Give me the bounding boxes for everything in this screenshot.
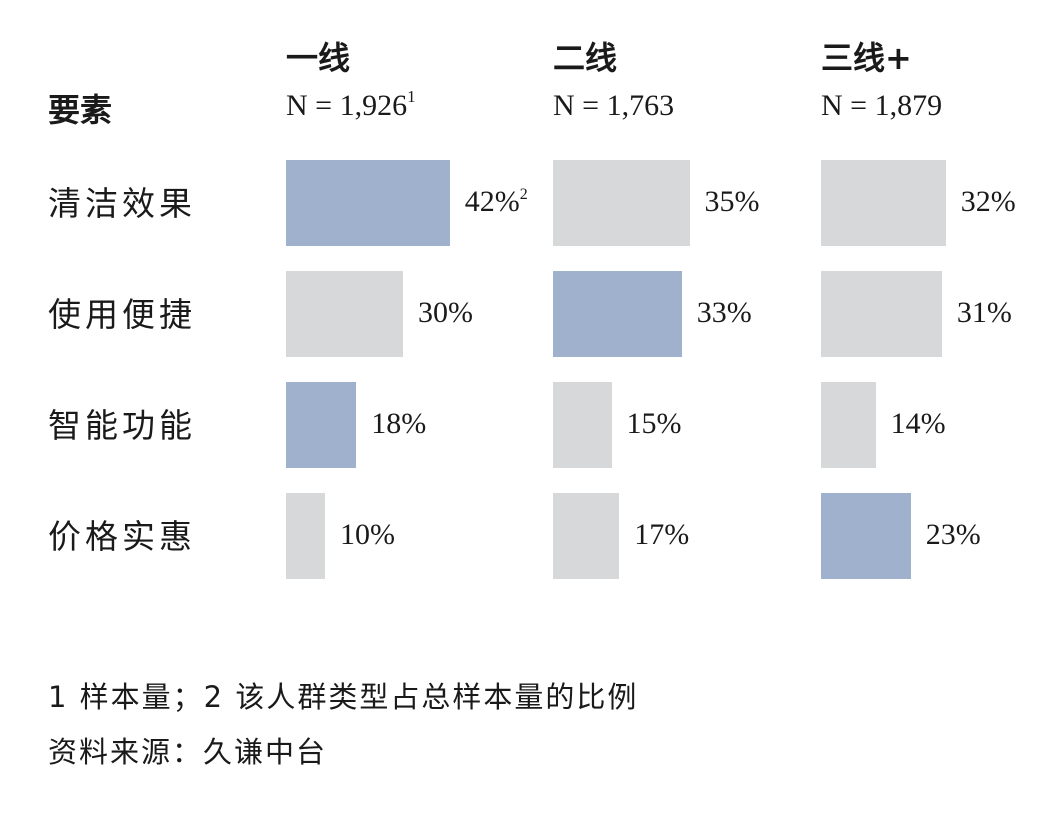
bar [553,271,682,357]
bar-value-label: 42%2 [464,185,528,218]
bar-value-label: 23% [925,518,981,551]
sample-size-label: N = 1,763 [553,89,675,122]
bar-value-label: 18% [371,407,427,440]
bar-value-label: 30% [418,296,473,329]
bar [286,271,403,357]
row-label: 使用便捷 [48,295,196,334]
bar [286,493,325,579]
footnote: 1 样本量；2 该人群类型占总样本量的比例 [48,680,639,714]
bar-value-label: 32% [960,185,1016,218]
bar [553,493,620,579]
bar-value-label: 14% [890,407,946,440]
bar [286,160,450,246]
footnote-marker: 2 [519,186,528,203]
bar [286,382,357,468]
bar [821,271,942,357]
bar-value-label: 10% [340,518,395,551]
row-header: 要素 [48,91,113,129]
row-label: 价格实惠 [48,517,196,556]
bar [821,382,876,468]
sample-size-label: N = 1,879 [821,89,943,122]
bar-value-label: 17% [634,518,690,551]
column-title: 二线 [553,39,618,77]
bar [553,382,612,468]
row-label: 智能功能 [48,406,196,445]
column-title: 三线+ [821,39,912,77]
bar-value-label: 33% [696,296,752,329]
source-note: 资料来源：久谦中台 [48,735,328,769]
column-title: 一线 [286,39,351,77]
bar [553,160,690,246]
bar-value-label: 31% [956,296,1012,329]
bar [821,160,946,246]
bar-value-label: 15% [626,407,682,440]
sample-size-label: N = 1,9261 [286,87,416,122]
row-label: 清洁效果 [48,184,196,223]
footnote-marker: 1 [407,87,416,106]
bar-value-label: 35% [704,185,760,218]
bar [821,493,911,579]
